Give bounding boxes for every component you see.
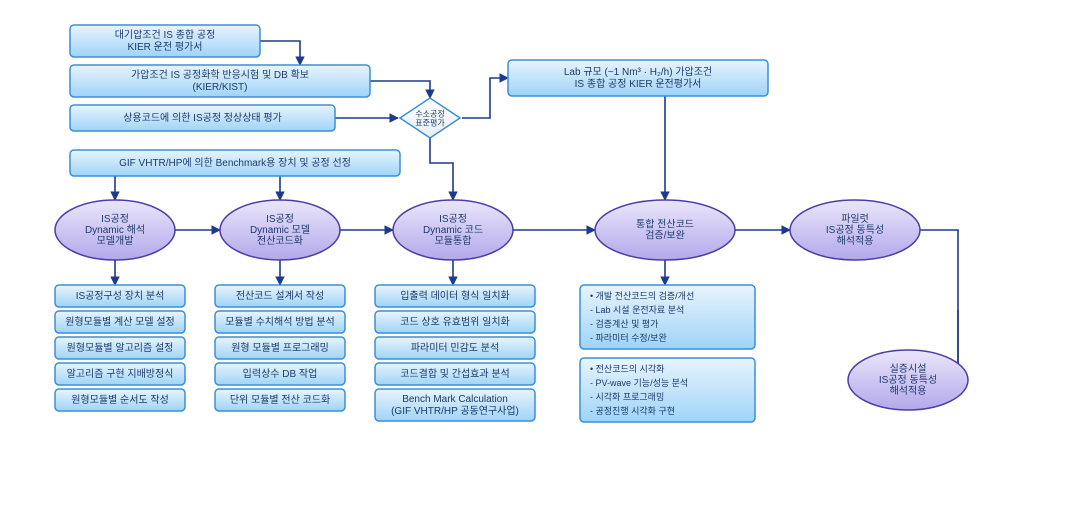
node-label: 가압조건 IS 공정화학 반응시험 및 DB 확보 — [131, 68, 309, 81]
node-label: 원형모듈별 알고리즘 설정 — [67, 342, 174, 354]
flow-edge — [370, 81, 430, 98]
node-label: IS공정 동특성 — [826, 224, 884, 236]
list-item-label: - PV-wave 기능/성능 분석 — [590, 378, 688, 388]
node-label: IS공정 — [266, 213, 294, 225]
node-label: 모델개발 — [97, 235, 134, 247]
list-item-label: • 전산코드의 시각화 — [590, 363, 664, 374]
node-label: IS 종합 공정 KIER 운전평가서 — [575, 78, 702, 90]
node-label: Dynamic 해석 — [85, 223, 145, 236]
node-label: IS공정 — [101, 213, 129, 225]
node-label: Bench Mark Calculation — [402, 394, 508, 405]
node-label: IS공정구성 장치 분석 — [76, 290, 165, 302]
node-label: 모듈별 수치해석 방법 분석 — [225, 315, 335, 328]
node-label: 대기압조건 IS 종합 공정 — [115, 28, 216, 41]
list-item-label: • 개발 전산코드의 검증/개선 — [590, 290, 694, 301]
node-label: Lab 규모 (~1 Nm³ · H₂/h) 가압조건 — [564, 65, 712, 78]
node-label: 코드결합 및 간섭효과 분석 — [400, 368, 510, 380]
node-label: 해석적용 — [890, 384, 927, 397]
node-label: 전산코드화 — [257, 235, 303, 247]
node-label: 전산코드 설계서 작성 — [236, 290, 324, 302]
node-label: 원형모듈별 순서도 작성 — [71, 394, 169, 406]
node-label: Dynamic 모델 — [250, 224, 310, 236]
node-label: (KIER/KIST) — [192, 82, 247, 93]
node-label: 상용코드에 의한 IS공정 정상상태 평가 — [123, 112, 282, 124]
node-label: 코드 상호 유효범위 일치화 — [400, 315, 510, 328]
list-item-label: - 공정진행 시각화 구현 — [590, 405, 675, 416]
list-item-label: - 시각화 프로그래밍 — [590, 391, 664, 402]
node-label: 단위 모듈별 전산 코드화 — [230, 393, 330, 406]
node-label: 해석적용 — [837, 234, 874, 247]
node-label: IS공정 — [439, 213, 467, 225]
flow-edge — [462, 78, 508, 118]
node-label: 입출력 데이터 형식 일치화 — [400, 289, 510, 302]
flow-box — [508, 60, 768, 96]
node-label: 알고리즘 구현 지배방정식 — [67, 368, 174, 380]
node-label: 표준평가 — [415, 118, 445, 128]
node-label: 파일럿 — [841, 213, 869, 225]
node-label: 검증/보완 — [645, 230, 685, 242]
node-label: 입력상수 DB 작업 — [243, 367, 318, 380]
list-item-label: - 파라미터 수정/보완 — [590, 333, 667, 343]
node-label: 통합 전산코드 — [636, 219, 694, 231]
list-item-label: - Lab 시설 운전자료 분석 — [590, 305, 684, 315]
node-label: GIF VHTR/HP에 의한 Benchmark용 장치 및 공정 선정 — [119, 157, 351, 169]
list-item-label: - 검증계산 및 평가 — [590, 318, 658, 329]
node-label: KIER 운전 평가서 — [128, 41, 203, 53]
node-label: 원형 모듈별 프로그래밍 — [231, 342, 329, 354]
node-label: 모듈통합 — [435, 235, 472, 247]
node-label: 수소공정 — [415, 109, 444, 119]
node-label: 원형모듈별 계산 모델 설정 — [65, 316, 175, 328]
node-label: Dynamic 코드 — [423, 225, 483, 236]
node-label: (GIF VHTR/HP 공동연구사업) — [391, 404, 519, 417]
node-label: IS공정 동특성 — [879, 374, 937, 386]
flow-edge — [260, 41, 300, 65]
flow-edge — [430, 138, 453, 200]
node-label: 실증시설 — [890, 363, 927, 375]
node-label: 파라미터 민감도 분석 — [411, 342, 499, 354]
